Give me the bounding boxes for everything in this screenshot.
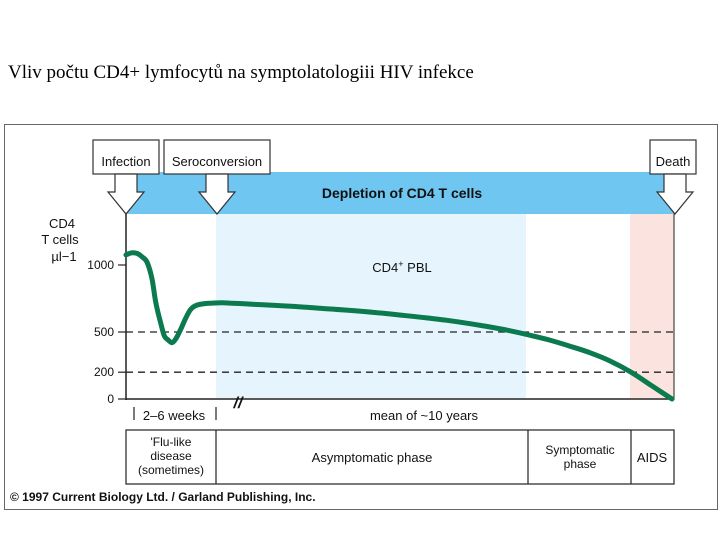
phase-aids: AIDS (637, 450, 668, 465)
banner-label: Depletion of CD4 T cells (322, 185, 482, 201)
y-tick-label: 500 (94, 325, 114, 339)
y-axis-label-line1: CD4 (49, 216, 75, 231)
aids-region (630, 214, 674, 398)
death-label: Death (656, 154, 691, 169)
x-label-years: mean of ~10 years (370, 408, 479, 423)
infection-label: Infection (101, 154, 150, 169)
phase-flu-line2: disease (150, 449, 192, 463)
infection-box (92, 139, 160, 175)
copyright-notice: © 1997 Current Biology Ltd. / Garland Pu… (10, 490, 316, 504)
phase-symptomatic-line1: Symptomatic (545, 443, 614, 457)
axis-break-mark: // (233, 395, 244, 412)
x-label-weeks: 2–6 weeks (143, 408, 206, 423)
region-label: CD4+ PBL (372, 259, 431, 275)
phase-flu-line1: 'Flu-like (151, 435, 192, 449)
infection-arrow (106, 173, 146, 215)
seroconversion-box (163, 139, 271, 175)
seroconversion-label: Seroconversion (172, 154, 262, 169)
phase-flu-line3: (sometimes) (138, 463, 204, 477)
y-axis-label-line3: µl−1 (51, 249, 76, 264)
cd4-count-curve (123, 250, 675, 402)
phase-asymptomatic: Asymptomatic phase (312, 450, 433, 465)
seroconversion-arrow (197, 173, 237, 215)
y-tick-label: 1000 (87, 258, 114, 272)
phase-symptomatic-line2: phase (564, 457, 597, 471)
phase-bar (125, 429, 675, 485)
death-arrow (655, 173, 695, 215)
y-axis-label-line2: T cells (41, 232, 79, 247)
cd4-chart-figure: Depletion of CD4 T cells Infection Seroc… (4, 124, 718, 510)
slide-title: Vliv počtu CD4+ lymfocytů na symptolatol… (8, 62, 474, 83)
y-tick-label: 0 (107, 392, 114, 406)
y-tick-label: 200 (94, 365, 114, 379)
